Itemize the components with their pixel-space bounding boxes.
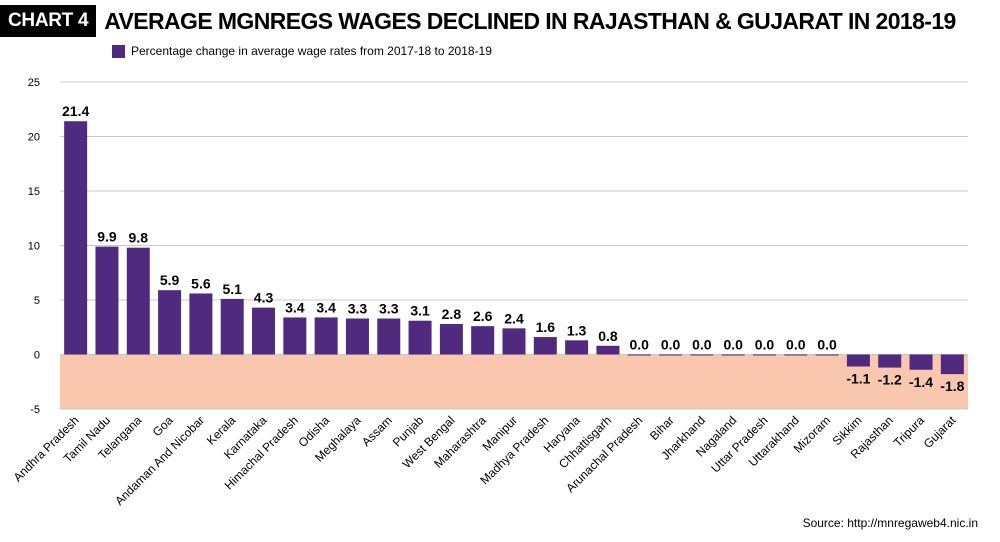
data-label: -1.2 — [878, 372, 902, 388]
y-tick-label: -5 — [30, 404, 40, 416]
data-label: 0.0 — [817, 337, 837, 353]
y-tick-label: 15 — [28, 186, 40, 198]
bar — [533, 337, 557, 355]
bar — [345, 318, 369, 355]
bar — [408, 320, 432, 355]
y-tick-label: 20 — [28, 132, 40, 144]
bar — [64, 121, 88, 355]
data-label: -1.4 — [909, 374, 933, 390]
data-label: 3.3 — [348, 301, 368, 317]
bar — [752, 354, 776, 356]
bar — [627, 354, 651, 356]
negative-band — [60, 354, 968, 409]
data-label: 5.1 — [222, 281, 242, 297]
x-tick-label: Goa — [150, 413, 176, 439]
x-tick-label: Tripura — [891, 413, 928, 450]
data-label: 2.6 — [473, 308, 493, 324]
bar — [377, 318, 401, 355]
data-label: 9.8 — [129, 230, 149, 246]
legend: Percentage change in average wage rates … — [112, 44, 492, 58]
legend-swatch — [112, 44, 125, 58]
data-label: 9.9 — [97, 229, 117, 245]
data-label: 0.8 — [598, 328, 618, 344]
data-label: -1.1 — [846, 370, 870, 386]
bar — [878, 354, 902, 368]
bar — [252, 307, 276, 355]
x-tick-label: Assam — [359, 413, 395, 449]
bar — [471, 326, 495, 355]
data-label: 0.0 — [786, 337, 806, 353]
data-label: 1.6 — [536, 319, 556, 335]
x-tick-label: Gujarat — [921, 413, 959, 451]
bar — [158, 290, 182, 355]
bar — [846, 354, 870, 367]
bar — [721, 354, 745, 356]
data-label: 5.9 — [160, 272, 180, 288]
bar — [126, 247, 150, 355]
data-label: 0.0 — [630, 337, 650, 353]
data-label: 5.6 — [191, 275, 211, 291]
data-label: 21.4 — [62, 103, 89, 119]
bar — [220, 298, 244, 355]
data-label: 4.3 — [254, 290, 274, 306]
data-label: 2.8 — [442, 306, 462, 322]
y-tick-label: 25 — [28, 77, 40, 89]
bar — [439, 323, 463, 355]
data-label: 3.1 — [410, 303, 430, 319]
bar — [314, 317, 338, 355]
bar — [565, 340, 589, 355]
bar — [659, 354, 683, 356]
data-label: -1.8 — [940, 378, 964, 394]
data-label: 0.0 — [692, 337, 712, 353]
bar — [189, 293, 213, 355]
data-label: 3.4 — [316, 299, 336, 315]
bar — [940, 354, 964, 375]
bar — [95, 246, 119, 355]
bar — [283, 317, 307, 355]
bar — [690, 354, 714, 356]
data-label: 0.0 — [723, 337, 743, 353]
bar — [784, 354, 808, 356]
data-label: 2.4 — [504, 310, 524, 326]
data-label: 1.3 — [567, 322, 587, 338]
chart-title: AVERAGE MGNREGS WAGES DECLINED IN RAJAST… — [104, 7, 956, 34]
bar — [596, 345, 620, 355]
bar — [502, 328, 526, 355]
legend-label: Percentage change in average wage rates … — [131, 44, 492, 58]
y-tick-label: 10 — [28, 241, 40, 253]
data-label: 3.3 — [379, 301, 399, 317]
y-tick-label: 5 — [34, 295, 40, 307]
chart-number-badge: CHART 4 — [0, 5, 97, 37]
bar — [909, 354, 933, 370]
data-label: 0.0 — [661, 337, 681, 353]
source-note: Source: http://mnregaweb4.nic.in — [802, 516, 978, 530]
data-label: 0.0 — [755, 337, 775, 353]
bar — [815, 354, 839, 356]
chart-header: CHART 4 AVERAGE MGNREGS WAGES DECLINED I… — [0, 4, 956, 38]
y-tick-label: 0 — [34, 350, 40, 362]
data-label: 3.4 — [285, 299, 305, 315]
